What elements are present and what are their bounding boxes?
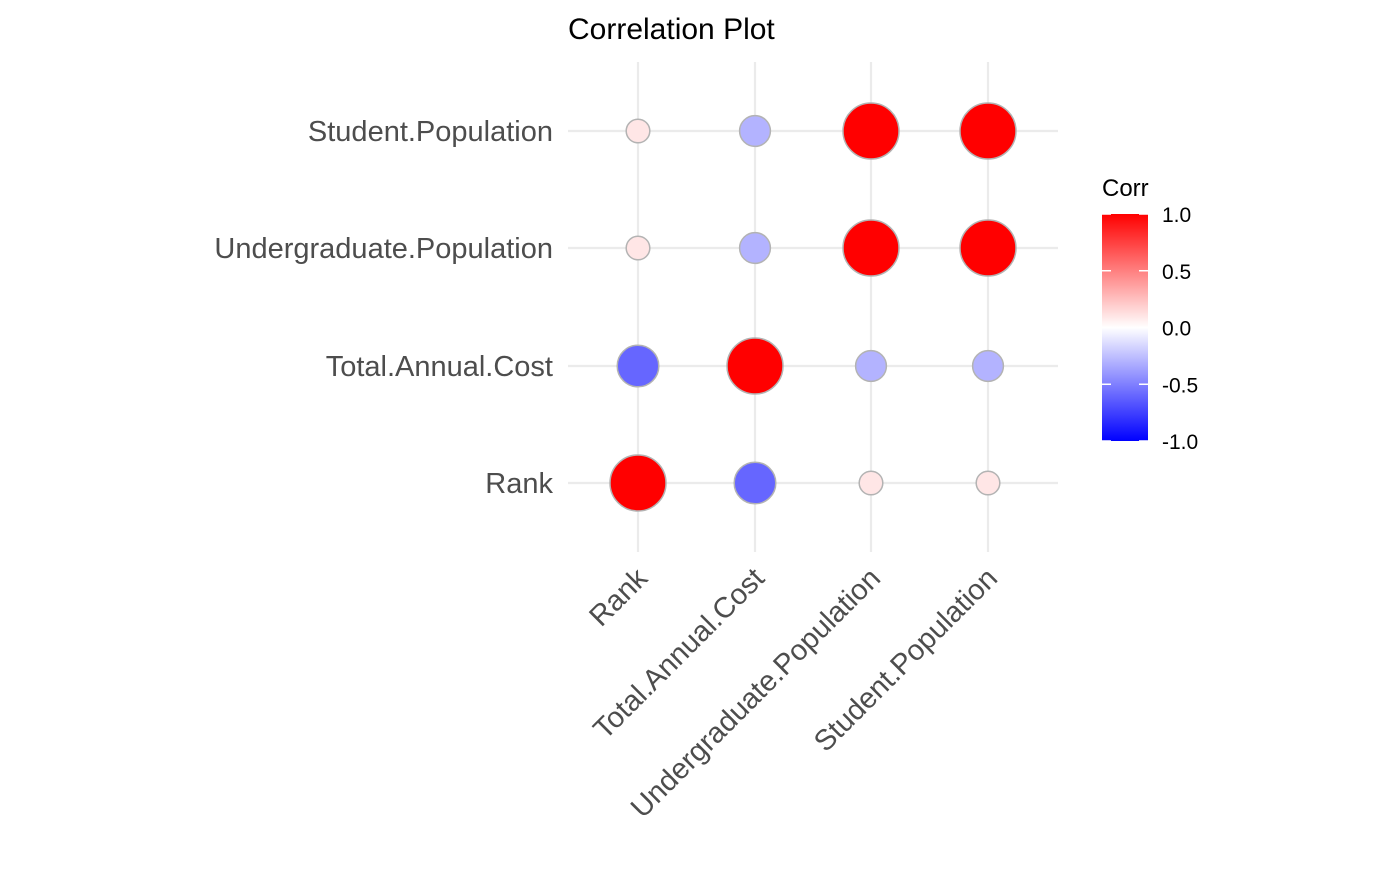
corr-point-total-annual-cost-student-population: [971, 349, 1005, 383]
corr-point-rank-student-population: [975, 470, 1001, 496]
legend: Corr 1.0 0.5 0.0 -0.5 -1.0: [1102, 175, 1198, 454]
y-axis-labels: Rank Total.Annual.Cost Undergraduate.Popul…: [214, 116, 553, 500]
corr-point-rank-rank: [609, 454, 667, 512]
corr-point-undergraduate-population-total-annual-cost: [738, 231, 772, 265]
y-tick-label-student-population: Student.Population: [308, 116, 553, 148]
legend-tick-label: 1.0: [1162, 204, 1191, 227]
legend-tick-label: 0.5: [1162, 261, 1191, 284]
corr-point-student-population-total-annual-cost: [738, 114, 772, 148]
corr-point-undergraduate-population-undergraduate-population: [842, 219, 900, 277]
y-tick-label-undergraduate-population: Undergraduate.Population: [214, 233, 553, 265]
corr-point-undergraduate-population-rank: [625, 235, 651, 261]
corr-point-total-annual-cost-undergraduate-population: [854, 349, 888, 383]
corr-point-total-annual-cost-rank: [616, 344, 660, 388]
x-tick-label-undergraduate-population: Undergraduate.Population: [625, 562, 887, 824]
legend-tick-label: 0.0: [1162, 318, 1191, 341]
corr-point-student-population-undergraduate-population: [842, 102, 900, 160]
corr-point-undergraduate-population-student-population: [959, 219, 1017, 277]
legend-title: Corr: [1102, 175, 1149, 202]
legend-ticks: 1.0 0.5 0.0 -0.5 -1.0: [1102, 204, 1198, 454]
y-tick-label-rank: Rank: [485, 468, 553, 500]
x-axis-labels: RankTotal.Annual.CostUndergraduate.Popul…: [583, 562, 1004, 824]
chart-title: Correlation Plot: [568, 13, 775, 46]
corr-point-rank-total-annual-cost: [733, 461, 777, 505]
y-tick-label-total-annual-cost: Total.Annual.Cost: [326, 351, 553, 383]
corr-point-rank-undergraduate-population: [858, 470, 884, 496]
corr-point-student-population-rank: [625, 118, 651, 144]
legend-tick-label: -0.5: [1162, 374, 1198, 397]
x-tick-label-rank: Rank: [583, 562, 654, 633]
corr-point-student-population-student-population: [959, 102, 1017, 160]
corr-point-total-annual-cost-total-annual-cost: [726, 337, 784, 395]
legend-tick-label: -1.0: [1162, 431, 1198, 454]
correlation-circles: [609, 102, 1017, 512]
